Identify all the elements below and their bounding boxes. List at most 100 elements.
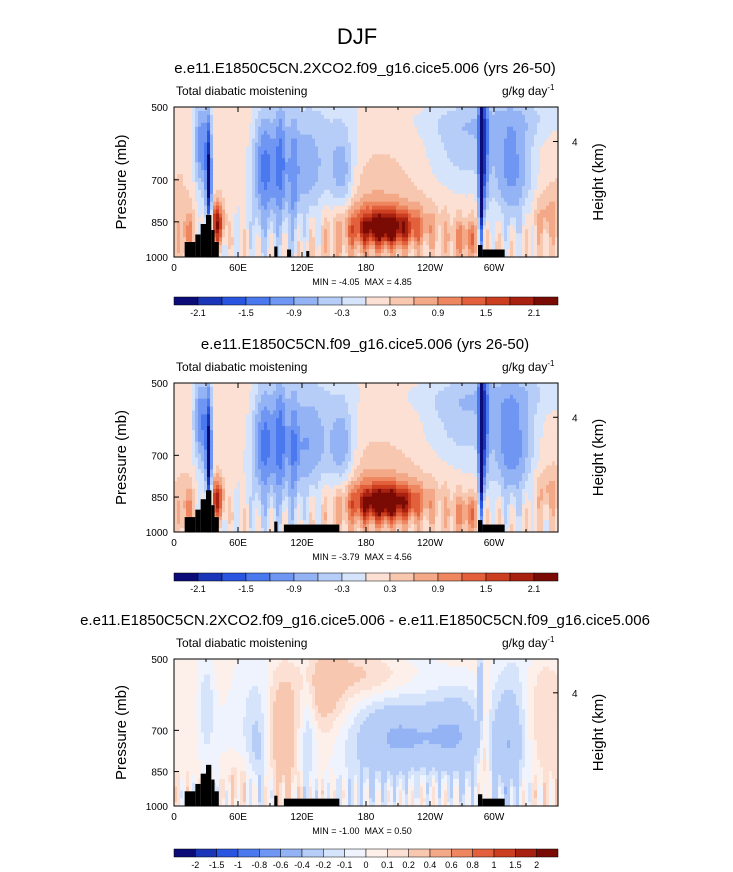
heatmap-cell [246, 146, 250, 152]
heatmap-cell [240, 110, 244, 116]
heatmap-cell [420, 166, 424, 171]
heatmap-cell [321, 142, 325, 148]
heatmap-cell [393, 107, 397, 112]
heatmap-cell [480, 134, 484, 140]
heatmap-cell [414, 122, 418, 128]
heatmap-cell [534, 158, 538, 163]
heatmap-cell [426, 166, 430, 171]
heatmap-cell [486, 150, 490, 155]
heatmap-cell [333, 110, 337, 116]
heatmap-cell [408, 122, 412, 128]
heatmap-cell [552, 162, 556, 167]
heatmap-cell [357, 122, 361, 128]
heatmap-cell [444, 142, 448, 148]
max-value: 4.85 [394, 277, 412, 287]
heatmap-cell [405, 138, 409, 144]
heatmap-cell [330, 162, 334, 167]
heatmap-cell [312, 150, 316, 155]
heatmap-cell [438, 134, 442, 140]
heatmap-cell [555, 134, 559, 140]
heatmap-cell [414, 126, 418, 132]
heatmap-cell [282, 122, 286, 128]
heatmap-cell [483, 118, 487, 124]
heatmap-cell [489, 138, 493, 144]
heatmap-cell [276, 146, 280, 152]
heatmap-cell [183, 118, 187, 124]
heatmap-cell [453, 154, 457, 159]
heatmap-cell [378, 150, 382, 155]
heatmap-cell [225, 166, 229, 171]
heatmap-cell [411, 118, 415, 124]
heatmap-cell [546, 122, 550, 128]
heatmap-cell [429, 107, 433, 112]
heatmap-cell [291, 154, 295, 159]
heatmap-cell [183, 154, 187, 159]
heatmap-cell [483, 130, 487, 136]
heatmap-cell [483, 138, 487, 144]
heatmap-cell [318, 162, 322, 167]
heatmap-cell [381, 130, 385, 136]
heatmap-cell [426, 122, 430, 128]
heatmap-cell [420, 134, 424, 140]
heatmap-cell [465, 130, 469, 136]
heatmap-cell [279, 114, 283, 120]
heatmap-cell [345, 126, 349, 132]
heatmap-cell [357, 126, 361, 132]
heatmap-cell [432, 130, 436, 136]
heatmap-cell [480, 146, 484, 152]
heatmap-cell [426, 146, 430, 152]
heatmap-cell [183, 126, 187, 132]
heatmap-cell [255, 146, 259, 152]
heatmap-cell [180, 134, 184, 140]
heatmap-cell [402, 150, 406, 155]
heatmap-cell [231, 154, 235, 159]
heatmap-cell [261, 154, 265, 159]
heatmap-cell [357, 107, 361, 112]
heatmap-cell [177, 138, 181, 144]
heatmap-cell [450, 110, 454, 116]
colorbar-swatch [269, 296, 295, 306]
heatmap-cell [447, 162, 451, 167]
heatmap-cell [189, 107, 193, 112]
heatmap-cell [177, 146, 181, 152]
heatmap-cell [459, 110, 463, 116]
heatmap-cell [519, 110, 523, 116]
heatmap-cell [207, 150, 211, 155]
heatmap-cell [204, 162, 208, 167]
heatmap-cell [192, 150, 196, 155]
heatmap-cell [540, 150, 544, 155]
heatmap-cell [306, 162, 310, 167]
heatmap-cell [309, 107, 313, 112]
heatmap-cell [201, 134, 205, 140]
heatmap-cell [450, 118, 454, 124]
heatmap-cell [336, 154, 340, 159]
heatmap-cell [270, 110, 274, 116]
heatmap-cell [354, 126, 358, 132]
heatmap-cell [297, 118, 301, 124]
heatmap-cell [522, 158, 526, 163]
heatmap-cell [210, 166, 214, 171]
heatmap-cell [312, 130, 316, 136]
heatmap-cell [333, 134, 337, 140]
heatmap-cell [195, 126, 199, 132]
heatmap-cell [321, 110, 325, 116]
heatmap-cell [519, 130, 523, 136]
heatmap-cell [231, 150, 235, 155]
heatmap-cell [282, 107, 286, 112]
heatmap-cell [255, 126, 259, 132]
heatmap-cell [222, 162, 226, 167]
heatmap-cell [375, 130, 379, 136]
heatmap-cell [243, 118, 247, 124]
heatmap-cell [393, 146, 397, 152]
heatmap-cell [174, 146, 178, 152]
heatmap-cell [540, 107, 544, 112]
heatmap-cell [405, 110, 409, 116]
heatmap-cell [438, 126, 442, 132]
heatmap-cell [207, 110, 211, 116]
heatmap-cell [315, 134, 319, 140]
y-axis-label: Pressure (mb) [113, 134, 130, 229]
heatmap-cell [405, 114, 409, 120]
heatmap-cell [183, 114, 187, 120]
heatmap-cell [174, 166, 178, 171]
heatmap-cell [555, 158, 559, 163]
